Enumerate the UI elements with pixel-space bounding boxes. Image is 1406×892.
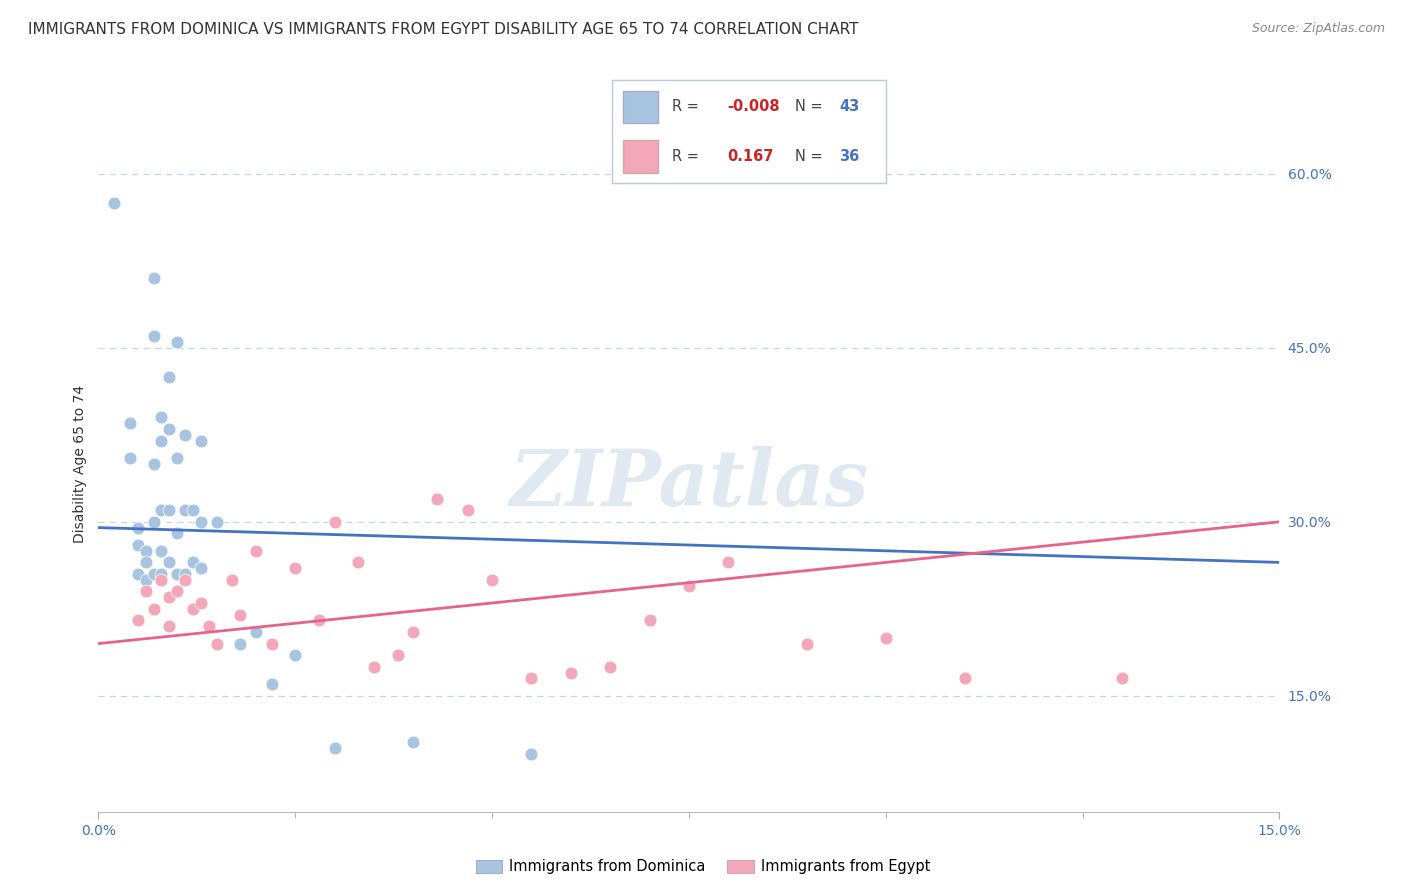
Point [221, 573, 243, 587]
Point [1111, 671, 1133, 685]
Text: 0.167: 0.167 [727, 149, 773, 164]
Point [174, 573, 197, 587]
Point [181, 503, 204, 517]
Point [520, 747, 543, 761]
Point [135, 555, 157, 569]
Point [426, 491, 449, 506]
Point [150, 567, 173, 582]
Point [402, 735, 425, 749]
Point [323, 515, 346, 529]
Point [142, 567, 165, 582]
Text: IMMIGRANTS FROM DOMINICA VS IMMIGRANTS FROM EGYPT DISABILITY AGE 65 TO 74 CORREL: IMMIGRANTS FROM DOMINICA VS IMMIGRANTS F… [28, 22, 859, 37]
Point [402, 624, 425, 639]
Point [308, 614, 330, 628]
FancyBboxPatch shape [623, 140, 658, 173]
Point [181, 601, 204, 615]
Point [166, 567, 188, 582]
Point [190, 596, 212, 610]
Point [174, 567, 197, 582]
Point [142, 329, 165, 343]
Point [150, 573, 173, 587]
Text: N =: N = [796, 149, 823, 164]
Text: Source: ZipAtlas.com: Source: ZipAtlas.com [1251, 22, 1385, 36]
Point [142, 271, 165, 285]
Point [190, 434, 212, 448]
Point [190, 561, 212, 575]
Point [560, 665, 582, 680]
Point [245, 624, 267, 639]
Text: R =: R = [672, 149, 699, 164]
Point [157, 591, 180, 605]
Point [103, 196, 125, 211]
Point [166, 526, 188, 541]
Point [284, 561, 307, 575]
Point [166, 584, 188, 599]
Point [127, 567, 149, 582]
Point [150, 543, 173, 558]
Y-axis label: Disability Age 65 to 74: Disability Age 65 to 74 [73, 384, 87, 543]
Point [387, 648, 409, 662]
Point [260, 677, 283, 691]
Point [205, 515, 228, 529]
Point [150, 434, 173, 448]
Point [520, 671, 543, 685]
Point [127, 520, 149, 534]
Point [157, 369, 180, 384]
Point [127, 614, 149, 628]
Text: 43: 43 [839, 99, 859, 114]
Point [150, 503, 173, 517]
Point [245, 543, 267, 558]
Point [135, 573, 157, 587]
Point [347, 555, 370, 569]
Text: ZIPatlas: ZIPatlas [509, 447, 869, 523]
Point [157, 503, 180, 517]
Point [284, 648, 307, 662]
Text: N =: N = [796, 99, 823, 114]
Legend: Immigrants from Dominica, Immigrants from Egypt: Immigrants from Dominica, Immigrants fro… [470, 854, 936, 880]
Point [638, 614, 661, 628]
Point [229, 637, 252, 651]
Point [135, 584, 157, 599]
Point [457, 503, 479, 517]
Point [260, 637, 283, 651]
Point [142, 515, 165, 529]
Point [174, 427, 197, 442]
Point [150, 410, 173, 425]
Point [127, 538, 149, 552]
Point [323, 740, 346, 755]
Point [118, 450, 141, 466]
Point [953, 671, 976, 685]
Point [190, 515, 212, 529]
Text: R =: R = [672, 99, 699, 114]
Point [181, 555, 204, 569]
Point [363, 660, 385, 674]
Point [481, 573, 503, 587]
Point [678, 578, 700, 592]
Point [157, 619, 180, 633]
Point [157, 422, 180, 436]
Point [717, 555, 740, 569]
Point [166, 450, 188, 466]
Point [118, 416, 141, 430]
Point [174, 503, 197, 517]
Point [875, 631, 897, 645]
Point [796, 637, 818, 651]
Point [197, 619, 219, 633]
Text: 36: 36 [839, 149, 859, 164]
Point [205, 637, 228, 651]
Text: -0.008: -0.008 [727, 99, 779, 114]
FancyBboxPatch shape [623, 91, 658, 123]
Point [166, 334, 188, 349]
Point [229, 607, 252, 622]
Point [157, 555, 180, 569]
Point [142, 601, 165, 615]
Point [135, 543, 157, 558]
Point [142, 457, 165, 471]
Point [599, 660, 621, 674]
